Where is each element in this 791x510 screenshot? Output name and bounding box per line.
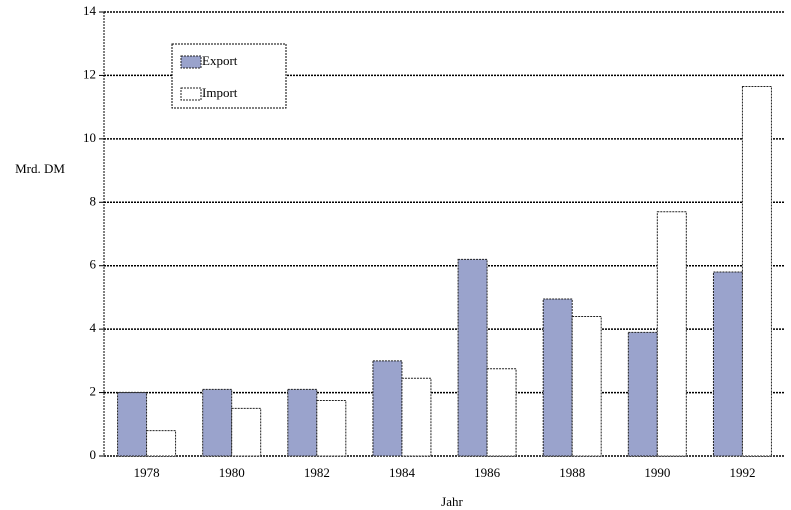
y-tick-label: 8 xyxy=(90,193,97,208)
bar xyxy=(712,271,743,457)
legend-label: Export xyxy=(202,53,238,68)
x-tick-label: 1982 xyxy=(304,465,330,480)
x-tick-label: 1980 xyxy=(219,465,245,480)
legend-swatch xyxy=(180,87,202,101)
y-tick-label: 0 xyxy=(90,447,97,462)
x-tick-label: 1990 xyxy=(644,465,670,480)
bar xyxy=(542,298,573,457)
y-tick-label: 12 xyxy=(83,66,96,81)
bar xyxy=(146,430,177,457)
bar xyxy=(231,407,262,457)
x-tick-label: 1992 xyxy=(729,465,755,480)
y-tick-label: 14 xyxy=(83,3,97,18)
y-axis-label: Mrd. DM xyxy=(15,161,65,176)
legend-swatch xyxy=(180,55,202,69)
x-axis-label: Jahr xyxy=(441,494,463,509)
y-tick-label: 10 xyxy=(83,130,96,145)
y-tick-label: 2 xyxy=(90,384,97,399)
bar xyxy=(571,315,602,457)
bar xyxy=(287,388,318,457)
bar xyxy=(202,388,233,457)
y-tick-label: 6 xyxy=(90,257,97,272)
legend-label: Import xyxy=(202,85,238,100)
x-tick-label: 1984 xyxy=(389,465,416,480)
bar xyxy=(401,377,432,457)
x-tick-label: 1988 xyxy=(559,465,585,480)
bar xyxy=(627,331,658,457)
bar xyxy=(457,258,488,457)
bar xyxy=(316,400,347,457)
bar xyxy=(656,211,687,457)
x-tick-label: 1978 xyxy=(134,465,160,480)
bar xyxy=(117,392,148,457)
y-tick-label: 4 xyxy=(90,320,97,335)
bar xyxy=(486,368,517,457)
bar xyxy=(372,360,403,457)
x-tick-label: 1986 xyxy=(474,465,501,480)
bar xyxy=(741,86,772,457)
